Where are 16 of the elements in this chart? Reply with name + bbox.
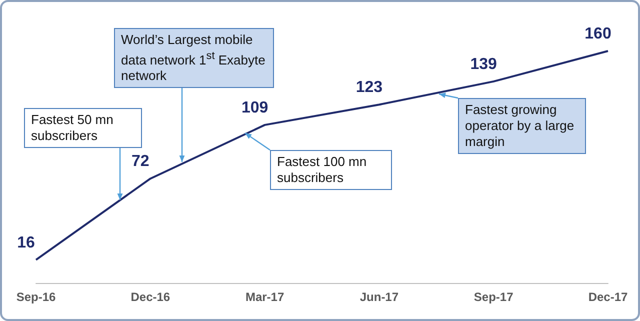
data-label: 109	[241, 99, 268, 116]
x-tick-label: Jun-17	[360, 290, 399, 304]
x-tick-label: Mar-17	[245, 290, 284, 304]
data-label: 123	[356, 79, 383, 96]
data-label: 72	[132, 153, 150, 170]
x-tick-label: Sep-17	[474, 290, 514, 304]
data-label: 160	[584, 26, 612, 42]
annotation: Fastest 100 mn subscribers	[270, 150, 392, 190]
annotation: Fastest growing operator by a large margin	[458, 98, 586, 154]
x-tick-label: Sep-16	[16, 290, 56, 304]
x-tick-label: Dec-16	[130, 290, 170, 304]
x-tick-label: Dec-17	[588, 290, 628, 304]
annotation: Fastest 50 mn subscribers	[24, 108, 142, 148]
data-label: 139	[470, 56, 498, 73]
data-label: 16	[17, 234, 35, 252]
text: World’s Largest mobile data network 1$^{st}$ Exabyte network	[121, 32, 266, 84]
